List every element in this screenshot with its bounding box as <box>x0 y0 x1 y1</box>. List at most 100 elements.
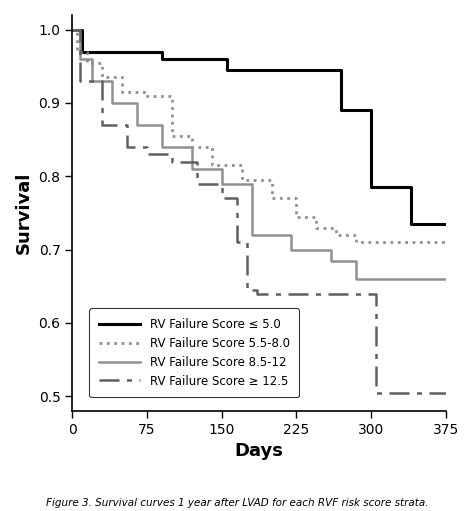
RV Failure Score 5.5-8.0 <box>189 133 195 139</box>
RV Failure Score 8.5-12 <box>219 166 225 172</box>
RV Failure Score 5.5-8.0 <box>119 74 125 80</box>
RV Failure Score ≥ 12.5 <box>124 122 130 128</box>
RV Failure Score ≥ 12.5 <box>194 158 200 165</box>
RV Failure Score 5.5-8.0 <box>84 49 90 55</box>
RV Failure Score 5.5-8.0 <box>209 144 215 150</box>
RV Failure Score ≥ 12.5 <box>100 122 105 128</box>
RV Failure Score ≥ 12.5 <box>77 27 83 33</box>
RV Failure Score ≥ 12.5 <box>70 27 75 33</box>
RV Failure Score 8.5-12 <box>159 144 165 150</box>
RV Failure Score ≥ 12.5 <box>254 287 259 293</box>
RV Failure Score 5.5-8.0 <box>269 177 274 183</box>
RV Failure Score ≤ 5.0 <box>338 107 344 113</box>
RV Failure Score 8.5-12 <box>249 232 255 238</box>
RV Failure Score 5.5-8.0 <box>313 214 319 220</box>
RV Failure Score 5.5-8.0 <box>443 239 449 245</box>
RV Failure Score 8.5-12 <box>249 180 255 187</box>
RV Failure Score ≥ 12.5 <box>234 195 239 201</box>
RV Failure Score 5.5-8.0 <box>119 89 125 95</box>
RV Failure Score ≥ 12.5 <box>219 195 225 201</box>
RV Failure Score ≥ 12.5 <box>144 144 150 150</box>
RV Failure Score ≤ 5.0 <box>70 27 75 33</box>
RV Failure Score 5.5-8.0 <box>293 195 299 201</box>
Line: RV Failure Score ≥ 12.5: RV Failure Score ≥ 12.5 <box>73 30 446 392</box>
RV Failure Score ≤ 5.0 <box>80 27 85 33</box>
RV Failure Score 5.5-8.0 <box>100 74 105 80</box>
RV Failure Score 8.5-12 <box>159 122 165 128</box>
RV Failure Score 8.5-12 <box>328 258 334 264</box>
RV Failure Score 8.5-12 <box>354 258 359 264</box>
RV Failure Score 5.5-8.0 <box>209 162 215 168</box>
RV Failure Score 5.5-8.0 <box>169 92 175 99</box>
RV Failure Score 5.5-8.0 <box>74 27 80 33</box>
RV Failure Score ≥ 12.5 <box>77 78 83 84</box>
RV Failure Score ≥ 12.5 <box>124 144 130 150</box>
RV Failure Score 5.5-8.0 <box>100 60 105 66</box>
Line: RV Failure Score 8.5-12: RV Failure Score 8.5-12 <box>73 30 446 279</box>
RV Failure Score ≥ 12.5 <box>254 291 259 297</box>
Y-axis label: Survival: Survival <box>15 172 33 254</box>
RV Failure Score 8.5-12 <box>189 144 195 150</box>
RV Failure Score 8.5-12 <box>328 246 334 252</box>
RV Failure Score 8.5-12 <box>90 78 95 84</box>
RV Failure Score ≥ 12.5 <box>244 287 249 293</box>
RV Failure Score ≥ 12.5 <box>194 180 200 187</box>
Line: RV Failure Score 5.5-8.0: RV Failure Score 5.5-8.0 <box>73 30 446 242</box>
RV Failure Score ≥ 12.5 <box>443 389 449 396</box>
RV Failure Score ≤ 5.0 <box>224 67 229 73</box>
RV Failure Score 8.5-12 <box>289 232 294 238</box>
RV Failure Score 8.5-12 <box>77 56 83 62</box>
RV Failure Score 5.5-8.0 <box>334 232 339 238</box>
RV Failure Score 8.5-12 <box>90 56 95 62</box>
RV Failure Score ≥ 12.5 <box>219 180 225 187</box>
RV Failure Score 5.5-8.0 <box>313 224 319 230</box>
RV Failure Score ≥ 12.5 <box>358 291 364 297</box>
RV Failure Score 5.5-8.0 <box>144 89 150 95</box>
RV Failure Score ≤ 5.0 <box>443 221 449 227</box>
RV Failure Score ≥ 12.5 <box>374 389 379 396</box>
RV Failure Score 8.5-12 <box>70 27 75 33</box>
RV Failure Score 5.5-8.0 <box>239 177 245 183</box>
RV Failure Score ≤ 5.0 <box>443 221 449 227</box>
RV Failure Score ≥ 12.5 <box>358 291 364 297</box>
RV Failure Score 5.5-8.0 <box>74 49 80 55</box>
RV Failure Score 5.5-8.0 <box>189 144 195 150</box>
RV Failure Score 8.5-12 <box>443 276 449 282</box>
RV Failure Score ≤ 5.0 <box>408 221 414 227</box>
RV Failure Score ≥ 12.5 <box>374 291 379 297</box>
RV Failure Score 5.5-8.0 <box>239 162 245 168</box>
RV Failure Score ≤ 5.0 <box>224 56 229 62</box>
RV Failure Score 5.5-8.0 <box>70 27 75 33</box>
RV Failure Score 5.5-8.0 <box>354 239 359 245</box>
RV Failure Score ≥ 12.5 <box>144 151 150 157</box>
RV Failure Score 5.5-8.0 <box>334 224 339 230</box>
X-axis label: Days: Days <box>235 442 283 460</box>
RV Failure Score 8.5-12 <box>219 180 225 187</box>
RV Failure Score 5.5-8.0 <box>169 133 175 139</box>
RV Failure Score ≤ 5.0 <box>368 184 374 190</box>
RV Failure Score 5.5-8.0 <box>144 92 150 99</box>
RV Failure Score 8.5-12 <box>189 166 195 172</box>
RV Failure Score ≥ 12.5 <box>234 239 239 245</box>
RV Failure Score ≥ 12.5 <box>100 78 105 84</box>
RV Failure Score ≤ 5.0 <box>159 49 165 55</box>
RV Failure Score 5.5-8.0 <box>269 195 274 201</box>
RV Failure Score 8.5-12 <box>77 27 83 33</box>
RV Failure Score 5.5-8.0 <box>84 60 90 66</box>
RV Failure Score 8.5-12 <box>354 276 359 282</box>
RV Failure Score ≤ 5.0 <box>80 49 85 55</box>
RV Failure Score ≥ 12.5 <box>443 389 449 396</box>
RV Failure Score 8.5-12 <box>134 100 140 106</box>
Legend: RV Failure Score ≤ 5.0, RV Failure Score 5.5-8.0, RV Failure Score 8.5-12, RV Fa: RV Failure Score ≤ 5.0, RV Failure Score… <box>90 309 299 397</box>
RV Failure Score ≥ 12.5 <box>244 239 249 245</box>
RV Failure Score 8.5-12 <box>289 246 294 252</box>
Text: Figure 3. Survival curves 1 year after LVAD for each RVF risk score strata.: Figure 3. Survival curves 1 year after L… <box>46 498 428 508</box>
RV Failure Score ≤ 5.0 <box>408 184 414 190</box>
RV Failure Score ≤ 5.0 <box>338 67 344 73</box>
RV Failure Score 8.5-12 <box>134 122 140 128</box>
RV Failure Score 5.5-8.0 <box>354 232 359 238</box>
RV Failure Score 5.5-8.0 <box>443 239 449 245</box>
RV Failure Score ≥ 12.5 <box>169 151 175 157</box>
RV Failure Score 5.5-8.0 <box>293 214 299 220</box>
RV Failure Score ≤ 5.0 <box>368 107 374 113</box>
